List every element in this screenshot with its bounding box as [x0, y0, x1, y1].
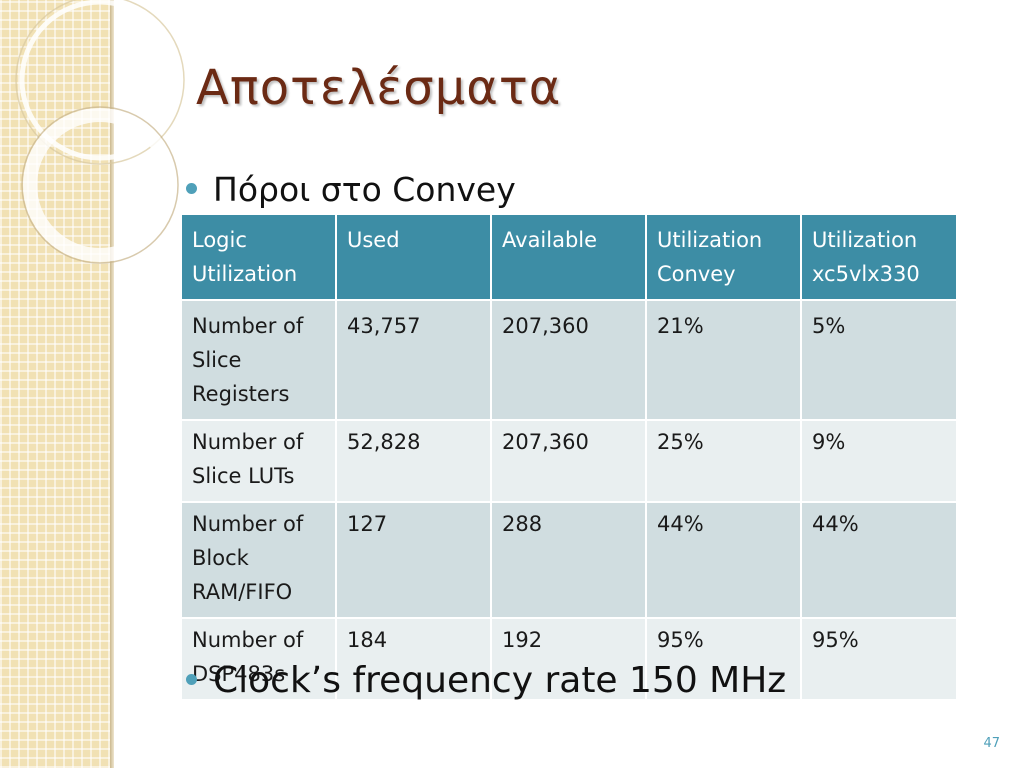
table-header-row: Logic Utilization Used Available Utiliza… — [180, 213, 958, 301]
table-cell: 127 — [335, 501, 492, 619]
table-cell: 44% — [800, 501, 958, 619]
header-text: Utilization xc5vlx330 — [812, 228, 920, 286]
header-utilization-xc5vlx330: Utilization xc5vlx330 — [800, 213, 958, 301]
header-used: Used — [335, 213, 492, 301]
table-cell: 21% — [645, 299, 802, 421]
header-available: Available — [490, 213, 647, 301]
table-cell: 52,828 — [335, 419, 492, 503]
table-cell: 192 — [490, 617, 647, 701]
table-cell: 184 — [335, 617, 492, 701]
bullet-resources: Πόροι στο Convey — [186, 170, 516, 209]
table-cell: 95% — [645, 617, 802, 701]
table-row: Number of Block RAM/FIFO 127 288 44% 44% — [180, 501, 958, 619]
table-cell: Number of Slice LUTs — [180, 419, 337, 503]
table-row: Number of Slice LUTs 52,828 207,360 25% … — [180, 419, 958, 503]
table-cell: 95% — [800, 617, 958, 701]
bullet-dot-icon — [186, 673, 197, 685]
table-cell: 43,757 — [335, 299, 492, 421]
header-logic-utilization: Logic Utilization — [180, 213, 337, 301]
table-cell: Number of Slice Registers — [180, 299, 337, 421]
page-number: 47 — [983, 736, 1000, 751]
header-utilization-convey: Utilization Convey — [645, 213, 802, 301]
table-cell: 5% — [800, 299, 958, 421]
table-cell: 207,360 — [490, 299, 647, 421]
strip-edge — [110, 0, 114, 768]
bullet-dot-icon — [186, 183, 197, 194]
table-cell: 44% — [645, 501, 802, 619]
table-row: Number of Slice Registers 43,757 207,360… — [180, 299, 958, 421]
table-cell: 25% — [645, 419, 802, 503]
bullet-text: Πόροι στο Convey — [213, 170, 516, 209]
decorative-rings — [15, 0, 185, 264]
table-cell: Number of DSP483s — [180, 617, 337, 701]
bullet-clock-frequency: Clock’s frequency rate 150 MHz — [186, 660, 786, 701]
slide-title: Αποτελέσματα — [196, 60, 562, 116]
table-cell: 207,360 — [490, 419, 647, 503]
utilization-table: Logic Utilization Used Available Utiliza… — [180, 213, 958, 701]
table-cell: 288 — [490, 501, 647, 619]
table-cell: 9% — [800, 419, 958, 503]
table-row: Number of DSP483s 184 192 95% 95% — [180, 617, 958, 701]
table-cell: Number of Block RAM/FIFO — [180, 501, 337, 619]
bullet-text: Clock’s frequency rate 150 MHz — [213, 660, 787, 701]
